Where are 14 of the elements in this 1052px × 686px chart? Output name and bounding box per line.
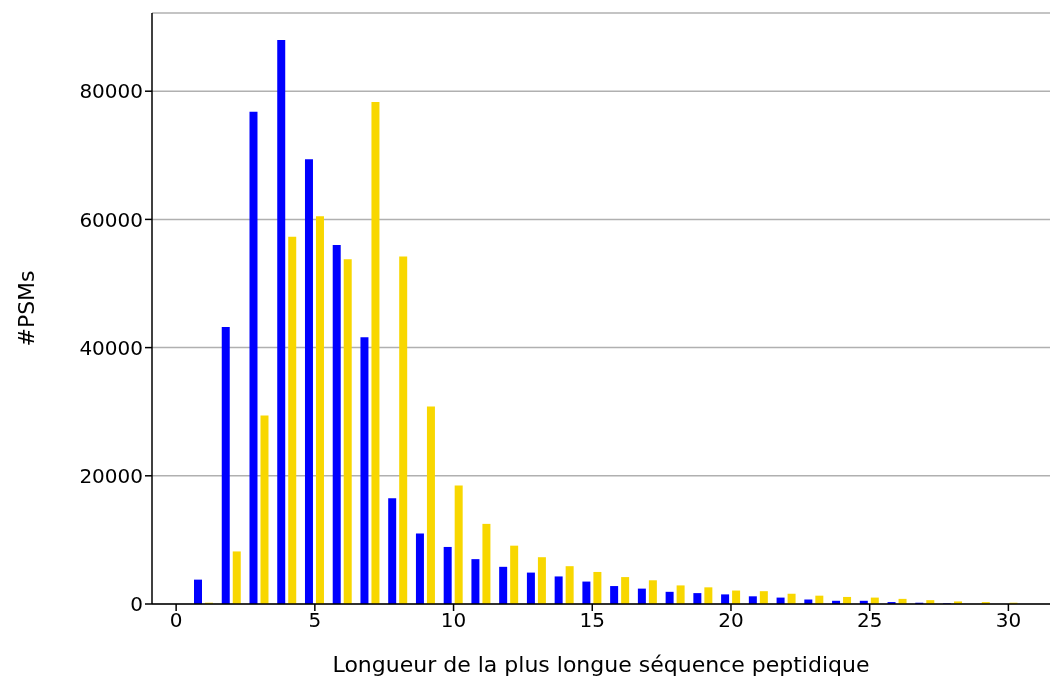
y-tick-label: 60000 [79, 207, 143, 232]
x-tick-label: 15 [579, 608, 605, 633]
x-tick-label: 10 [440, 608, 467, 633]
y-tick-label: 80000 [79, 79, 143, 104]
y-tick-label: 0 [130, 592, 143, 617]
y-tick-label: 20000 [79, 463, 143, 488]
x-tick-label: 30 [995, 608, 1022, 633]
x-tick-label: 0 [169, 608, 183, 633]
x-tick-label: 5 [308, 608, 322, 633]
x-axis-title: Longueur de la plus longue séquence peptidique [332, 652, 870, 677]
y-axis-title: #PSMs [13, 270, 39, 347]
x-tick-label: 25 [856, 608, 883, 633]
x-tick-label: 20 [718, 608, 744, 633]
y-tick-label: 40000 [79, 335, 143, 360]
